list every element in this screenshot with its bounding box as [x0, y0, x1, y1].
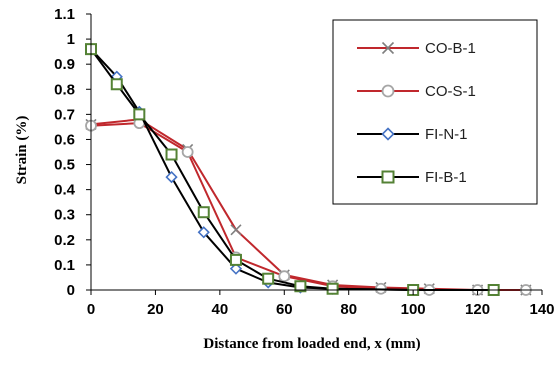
legend-marker — [381, 127, 395, 141]
x-tick-label: 40 — [212, 301, 229, 318]
x-axis-title: Distance from loaded end, x (mm) — [203, 336, 420, 352]
y-tick-label: 0.4 — [54, 182, 76, 199]
data-point — [278, 270, 291, 283]
legend-marker — [381, 170, 395, 184]
x-tick-label: 0 — [87, 301, 95, 318]
y-tick-label: 0.9 — [54, 56, 75, 73]
y-axis-title: Strain (%) — [14, 116, 30, 185]
data-point — [181, 146, 194, 158]
y-tick-label: 0.5 — [54, 157, 75, 174]
data-point — [262, 272, 275, 285]
legend-item: FI-N-1 — [357, 126, 468, 143]
legend-label: FI-N-1 — [425, 126, 468, 143]
legend: CO-B-1 CO-S-1 FI-N-1 FI-B-1 — [332, 19, 538, 205]
y-tick-label: 0.2 — [54, 232, 75, 249]
y-tick-label: 0.7 — [54, 106, 75, 123]
data-point — [165, 148, 178, 161]
x-tick-label: 60 — [276, 301, 293, 318]
x-tick-label: 20 — [147, 301, 164, 318]
legend-label: CO-S-1 — [425, 83, 476, 100]
y-tick-label: 0 — [67, 282, 75, 299]
y-tick-label: 1 — [67, 31, 75, 48]
legend-marker — [381, 41, 395, 55]
legend-item: FI-B-1 — [357, 169, 467, 186]
legend-label: FI-B-1 — [425, 169, 467, 186]
data-point — [197, 206, 210, 219]
x-tick-label: 120 — [465, 301, 490, 318]
y-tick-label: 0.8 — [54, 81, 75, 98]
legend-label: CO-B-1 — [425, 40, 476, 57]
data-point — [165, 170, 178, 184]
x-tick-label: 80 — [340, 301, 357, 318]
data-point — [229, 253, 242, 266]
data-point — [133, 108, 146, 121]
x-tick-label: 140 — [529, 301, 554, 318]
y-tick-label: 1.1 — [54, 6, 75, 23]
y-tick-label: 0.3 — [54, 207, 75, 224]
y-tick-label: 0.1 — [54, 257, 75, 274]
axes-layer: 0 0.1 0.2 0.3 0.4 0.5 0.6 0.7 0.8 0.9 1 1.1 0 20 40 60 8… — [54, 6, 554, 318]
legend-item: CO-B-1 — [357, 40, 476, 57]
legend-item: CO-S-1 — [357, 83, 476, 100]
data-point — [229, 262, 243, 275]
x-stroke — [381, 41, 395, 55]
data-point — [326, 282, 339, 295]
x-tick-label: 100 — [401, 301, 426, 318]
legend-box — [332, 19, 538, 205]
data-point — [197, 226, 210, 239]
data-point — [110, 78, 123, 91]
x-stroke — [230, 224, 242, 236]
data-point — [294, 280, 307, 293]
y-tick-label: 0.6 — [54, 131, 75, 148]
data-point — [230, 224, 242, 236]
legend-marker — [381, 84, 395, 98]
